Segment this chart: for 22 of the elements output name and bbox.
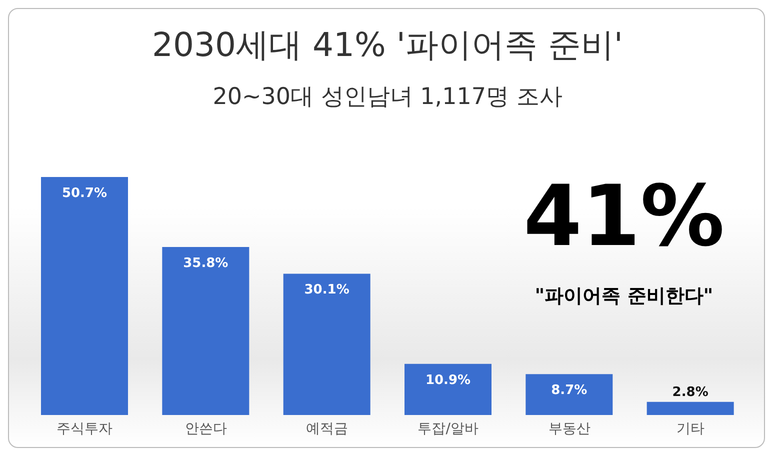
bar xyxy=(404,364,492,415)
data-label: 35.8% xyxy=(183,256,228,271)
data-label: 30.1% xyxy=(304,282,350,298)
bar xyxy=(646,402,734,415)
chart-title: 2030세대 41% '파이어족 준비' xyxy=(151,24,624,66)
data-label: 50.7% xyxy=(62,186,108,201)
x-tick-label: 주식투자 xyxy=(56,420,113,437)
data-label: 2.8% xyxy=(672,384,708,400)
x-tick-label: 예적금 xyxy=(306,420,348,437)
annotation: "파이어족 준비한다" xyxy=(534,284,714,309)
bar xyxy=(162,246,250,415)
bar xyxy=(283,274,370,415)
bar xyxy=(41,177,128,415)
bar xyxy=(526,374,613,415)
data-label: 8.7% xyxy=(551,383,588,398)
chart-subtitle: 20~30대 성인남녀 1,117명 조사 xyxy=(212,83,564,112)
x-tick-label: 안쓴다 xyxy=(184,420,227,437)
x-tick-label: 투잡/알바 xyxy=(418,420,478,437)
x-tick-label: 기타 xyxy=(676,420,704,437)
data-label: 10.9% xyxy=(425,372,471,388)
annotation: 41% xyxy=(522,167,726,265)
x-tick-label: 부동산 xyxy=(548,420,590,437)
